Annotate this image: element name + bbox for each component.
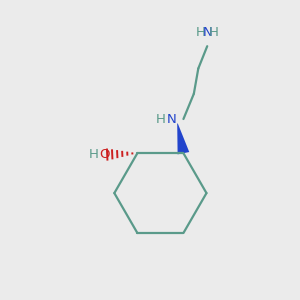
Text: N: N [202,26,212,39]
Text: N: N [167,112,177,125]
Text: H: H [156,112,166,125]
Text: O: O [99,148,110,161]
Text: H: H [196,26,206,39]
Text: H: H [209,26,219,39]
Text: H: H [89,148,99,161]
Polygon shape [177,123,189,154]
